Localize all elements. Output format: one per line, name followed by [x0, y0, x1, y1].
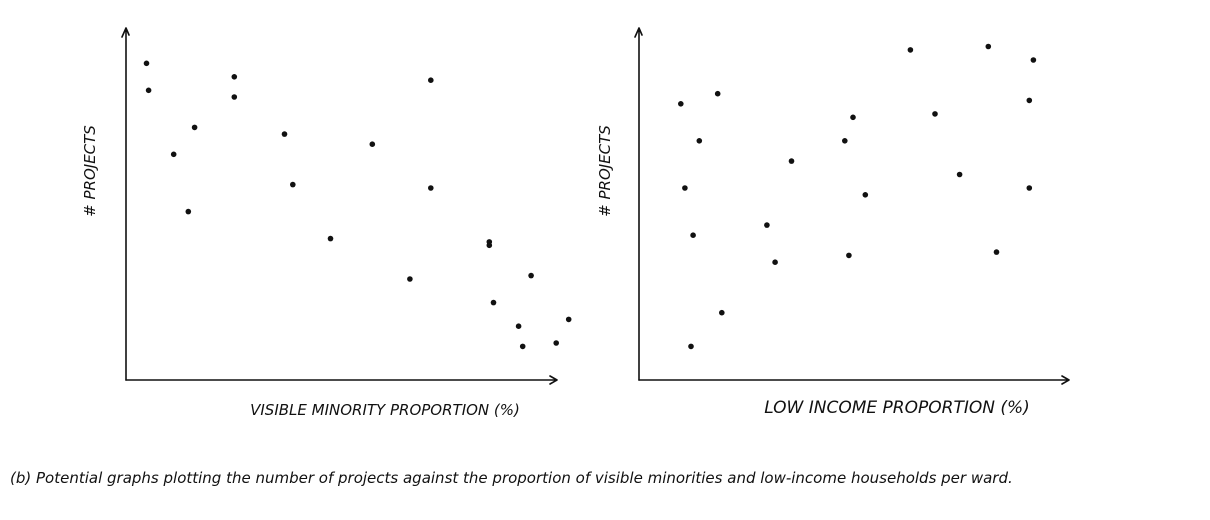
x-axis-label-left: VISIBLE MINORITY PROPORTION (%) [250, 401, 520, 419]
scatter-point [486, 242, 493, 249]
scatter-point [170, 151, 177, 158]
scatter-point [1026, 97, 1033, 104]
scatter-point [714, 90, 721, 97]
x-axis-right [638, 375, 1070, 385]
scatter-point [565, 316, 572, 323]
scatter-point [678, 101, 684, 107]
chart-visible-minority: # PROJECTS VISIBLE MINORITY PROPORTION (… [81, 27, 572, 419]
scatter-point [528, 272, 534, 279]
y-axis-label-left: # PROJECTS [81, 125, 99, 217]
scatter-point [764, 222, 770, 228]
x-axis-label-right: LOW INCOME PROPORTION (%) [764, 398, 1030, 418]
scatter-point [369, 141, 376, 147]
scatter-points-left [143, 60, 572, 350]
scatter-point [231, 74, 238, 80]
scatter-point [428, 77, 434, 83]
y-axis-left [121, 27, 130, 381]
scatter-point [490, 299, 497, 306]
scatter-point [1026, 185, 1033, 191]
y-axis-label-right: # PROJECTS [596, 125, 614, 217]
scatter-point [143, 60, 150, 67]
scatter-point [191, 124, 198, 131]
scatter-point [696, 138, 703, 144]
scatter-point [553, 340, 559, 346]
scatter-point [231, 94, 238, 100]
scatter-point [846, 252, 852, 259]
figure-caption: (b) Potential graphs plotting the number… [10, 469, 1013, 487]
scatter-point [327, 235, 334, 242]
scatter-point [1030, 57, 1037, 63]
scatter-point [281, 131, 288, 137]
scatter-point [690, 232, 696, 238]
scatter-point [719, 309, 725, 316]
scatter-point [290, 181, 296, 188]
scatter-point [907, 47, 914, 53]
scatter-point [788, 158, 795, 164]
scatter-point [772, 259, 778, 266]
scatter-point [932, 111, 938, 117]
scatter-point [862, 192, 869, 198]
scatter-point [993, 249, 1000, 255]
x-axis-left [125, 375, 558, 385]
scatter-point [688, 343, 694, 350]
scatter-point [515, 323, 522, 330]
scatter-point [850, 114, 856, 121]
chart-low-income: # PROJECTS LOW INCOME PROPORTION (%) [596, 27, 1070, 418]
scatter-point [842, 138, 848, 144]
scatter-point [985, 43, 992, 50]
scatter-points-right [678, 43, 1037, 350]
scatter-point [407, 276, 413, 282]
y-axis-right [634, 27, 643, 381]
scatter-point [428, 185, 434, 191]
scatter-point [145, 87, 152, 94]
scatter-point [956, 171, 963, 178]
scatter-point [185, 208, 192, 215]
scatter-point [682, 185, 688, 191]
scatter-point [519, 343, 526, 350]
